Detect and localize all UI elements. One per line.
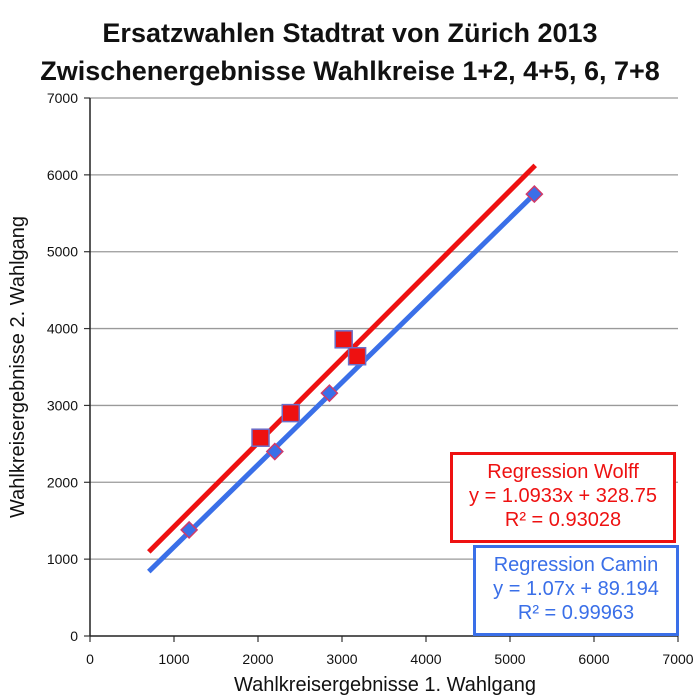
regression-wolff-equation: y = 1.0933x + 328.75 bbox=[469, 485, 657, 507]
data-point-square bbox=[334, 330, 353, 349]
trendline-series-1 bbox=[147, 191, 537, 574]
grid-lines bbox=[90, 97, 678, 560]
x-tick-label: 5000 bbox=[494, 651, 525, 667]
regression-wolff-box: Regression Wolff y = 1.0933x + 328.75 R²… bbox=[450, 452, 676, 543]
data-point-diamond bbox=[525, 185, 544, 204]
regression-camin-equation: y = 1.07x + 89.194 bbox=[493, 578, 659, 600]
y-tick-label: 0 bbox=[70, 628, 78, 644]
trendline-series-0 bbox=[147, 163, 537, 554]
y-tick-label: 3000 bbox=[47, 397, 78, 413]
regression-wolff-title: Regression Wolff bbox=[487, 461, 639, 483]
data-points bbox=[180, 185, 544, 539]
data-point-square bbox=[281, 403, 301, 423]
data-point-diamond bbox=[320, 384, 339, 403]
x-tick-label: 6000 bbox=[578, 651, 609, 667]
data-point-diamond bbox=[180, 520, 199, 539]
x-axis-title: Wahlkreisergebnisse 1. Wahlgang bbox=[234, 674, 536, 696]
regression-camin-box: Regression Camin y = 1.07x + 89.194 R² =… bbox=[473, 545, 679, 636]
x-tick-labels: 0 1000 2000 3000 4000 5000 6000 7000 bbox=[86, 651, 694, 667]
x-tick-label: 2000 bbox=[242, 651, 273, 667]
y-tick-label: 5000 bbox=[47, 244, 78, 260]
trendlines bbox=[147, 163, 537, 574]
axes bbox=[84, 97, 679, 642]
x-tick-label: 1000 bbox=[158, 651, 189, 667]
chart-title-line-1: Ersatzwahlen Stadtrat von Zürich 2013 bbox=[102, 18, 598, 48]
y-tick-label: 6000 bbox=[47, 167, 78, 183]
y-axis-title: Wahlkreisergebnisse 2. Wahlgang bbox=[7, 216, 29, 518]
y-tick-label: 4000 bbox=[47, 321, 78, 337]
regression-wolff-r2: R² = 0.93028 bbox=[504, 509, 622, 531]
y-tick-labels: 0 1000 2000 3000 4000 5000 6000 7000 bbox=[47, 90, 78, 644]
x-tick-label: 3000 bbox=[326, 651, 357, 667]
regression-camin-r2: R² = 0.99963 bbox=[517, 602, 635, 624]
data-point-square bbox=[347, 346, 367, 366]
x-tick-label: 0 bbox=[86, 651, 94, 667]
y-tick-label: 2000 bbox=[47, 474, 78, 490]
data-point-square bbox=[251, 428, 270, 447]
y-tick-label: 1000 bbox=[47, 551, 78, 567]
x-tick-label: 7000 bbox=[662, 651, 693, 667]
regression-camin-title: Regression Camin bbox=[493, 554, 659, 576]
x-tick-label: 4000 bbox=[410, 651, 441, 667]
chart-title-line-2: Zwischenergebnisse Wahlkreise 1+2, 4+5, … bbox=[40, 56, 660, 86]
data-point-diamond bbox=[265, 442, 284, 461]
y-tick-label: 7000 bbox=[47, 90, 78, 106]
